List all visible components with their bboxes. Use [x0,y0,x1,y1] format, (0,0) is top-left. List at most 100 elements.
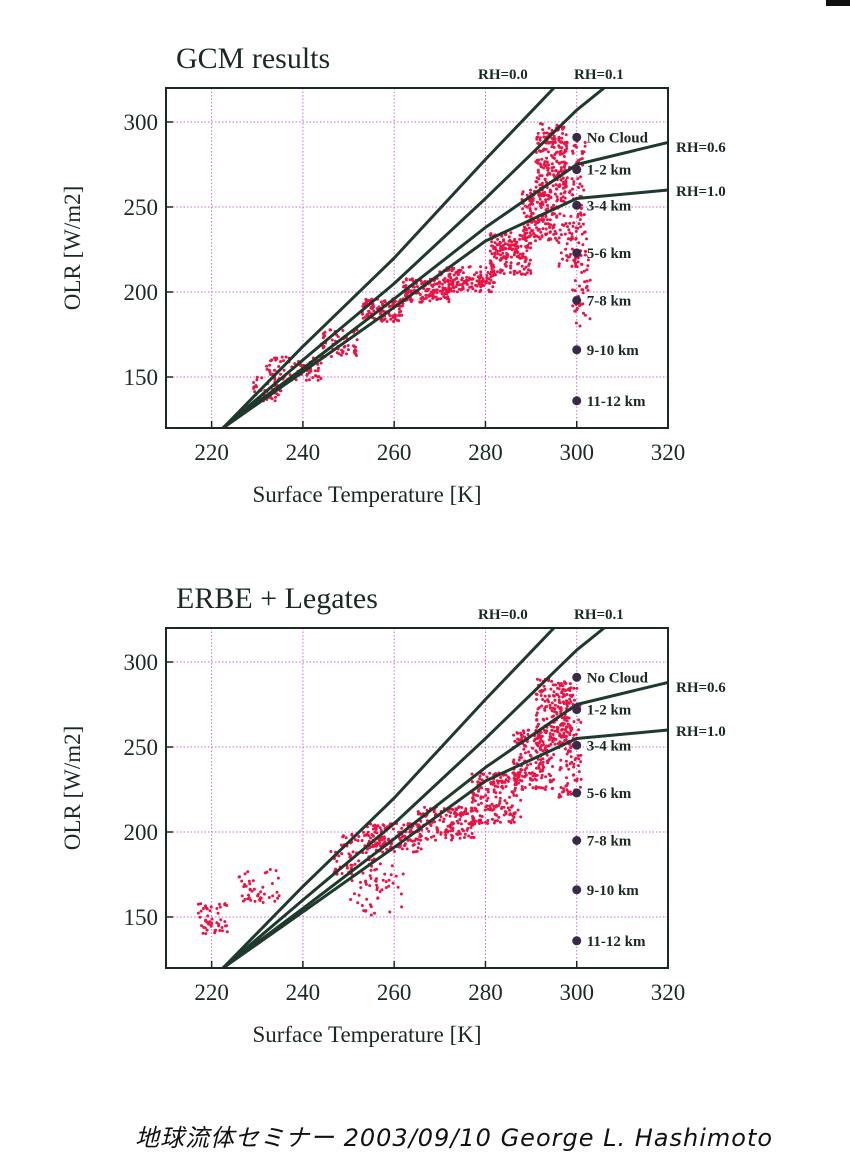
scatter-point [436,281,440,285]
scatter-point [531,202,535,206]
scatter-point [567,228,571,232]
scatter-point [365,897,369,901]
scatter-point [256,892,260,896]
scatter-point [340,872,344,875]
scatter-point [577,728,581,732]
scatter-point [557,138,561,142]
scatter-point [525,231,529,235]
grid [166,88,668,428]
scatter-point [369,868,373,872]
scatter-point [536,141,540,145]
scatter-point [487,281,491,285]
scatter-point [469,277,473,281]
scatter-point [544,208,548,212]
scatter-point [547,126,551,130]
scatter-point [550,162,554,166]
scatter-point [557,695,561,699]
scatter-point [218,929,222,932]
scatter-point [447,273,451,277]
scatter-point [458,270,461,274]
scatter-point [451,826,455,830]
scatter-point [209,923,213,927]
scatter-point [460,806,464,809]
scatter-point [571,304,575,308]
scatter-point [552,134,556,138]
scatter-point [389,873,393,877]
scatter-point [253,385,257,389]
scatter-point [389,317,393,321]
scatter-point [261,885,265,889]
scatter-point [469,826,473,829]
scatter-point [580,271,584,274]
scatter-point [513,237,517,241]
scatter-point [532,235,536,239]
scatter-point [201,931,205,935]
scatter-point [543,191,547,194]
scatter-point [568,697,572,701]
scatter-point [512,771,515,775]
scatter-point [524,239,528,243]
scatter-point [411,843,415,847]
scatter-point [520,733,524,737]
x-tick-label-240: 240 [286,440,321,465]
scatter-point [539,218,543,222]
scatter-point [536,757,540,761]
scatter-point [484,794,488,797]
scatter-point [512,272,516,276]
scatter-point [449,826,452,829]
scatter-point [368,884,372,888]
scatter-point [538,237,542,241]
scatter-point [526,245,530,249]
scatter-point [548,140,552,144]
scatter-point [467,834,471,838]
scatter-point [573,279,577,283]
scatter-point [391,881,395,885]
scatter-point [451,808,455,812]
scatter-point [502,255,506,258]
scatter-point [531,786,535,790]
scatter-point [416,846,420,850]
scatter-point [474,808,478,812]
scatter-point [492,281,496,285]
scatter-point [557,793,561,796]
curve-label-rh-0-6: RH=0.6 [676,140,726,156]
scatter-point [502,813,506,817]
scatter-point [565,725,569,729]
scatter-point [542,193,546,197]
scatter-point [547,163,550,167]
scatter-point [547,744,551,748]
scatter-point [565,763,569,767]
scatter-point [520,774,524,778]
scatter-point [578,182,582,186]
scatter-point [499,244,503,248]
scatter-point [490,817,494,821]
scatter-point [544,785,548,789]
scatter-point [476,780,480,784]
scatter-point [575,306,579,310]
scatter-point [583,280,587,284]
cloud-marker-3-4-km [572,740,582,750]
scatter-point [204,932,208,936]
scatter-point [535,766,538,770]
scatter-point [507,777,511,780]
scatter-point [570,235,574,239]
scatter-point [546,150,550,154]
scatter-point [544,180,548,184]
scatter-point [572,733,576,737]
scatter-point [246,870,250,874]
scatter-point [568,733,572,737]
scatter-point [552,725,556,729]
scatter-point [539,761,543,765]
scatter-point [551,224,555,228]
scatter-point [558,145,562,149]
scatter-point [357,893,361,897]
scatter-point [541,227,545,231]
scatter-point [384,880,388,884]
scatter-point [282,368,286,372]
scatter-point [398,310,401,314]
scatter-point [438,818,442,822]
scatter-point [552,156,556,160]
scatter-point [466,826,470,830]
scatter-point [560,166,563,169]
scatter-point [387,884,391,888]
